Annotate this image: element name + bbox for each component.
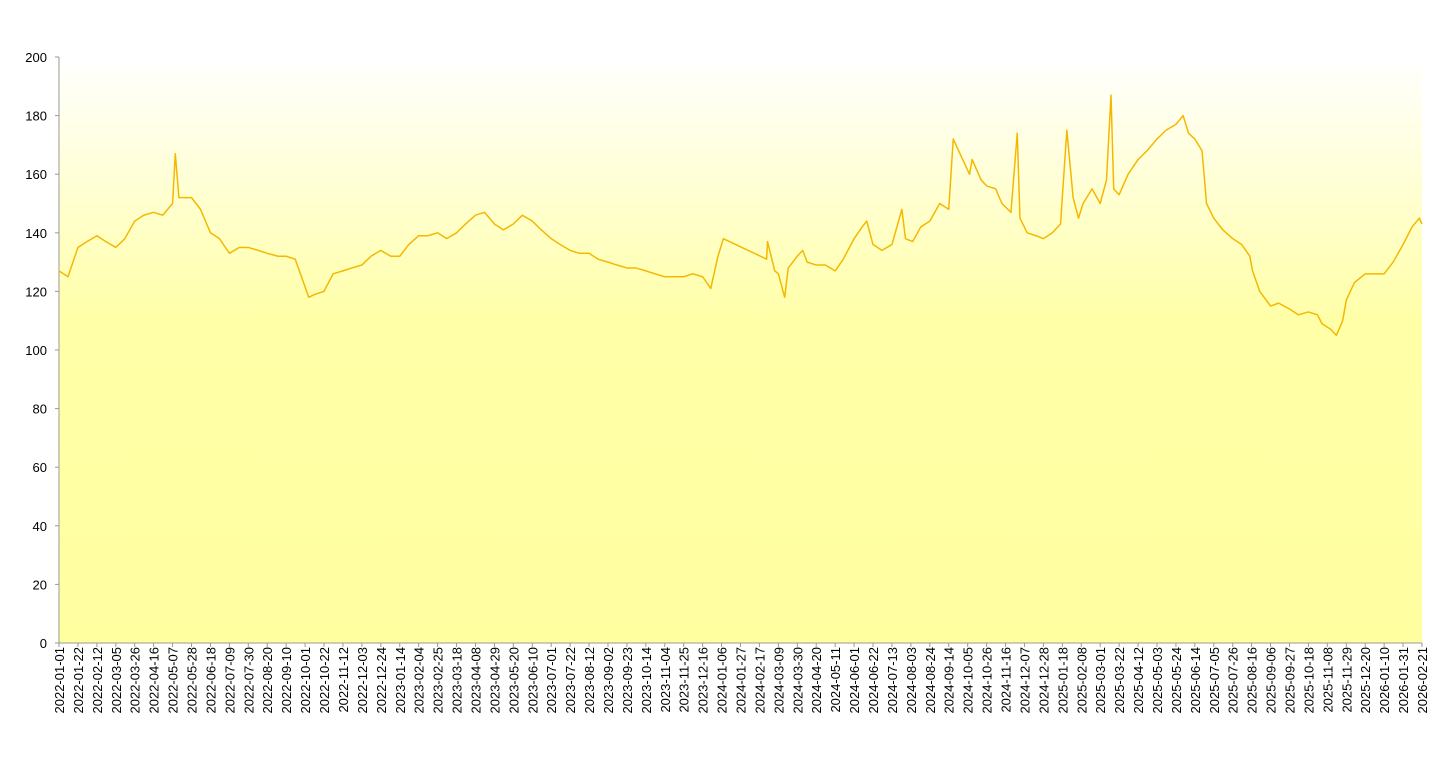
x-tick-label: 2023-04-29 [487,647,502,714]
x-tick-label: 2023-02-04 [412,647,427,714]
x-tick-label: 2022-07-30 [241,647,256,714]
x-tick-label: 2023-07-22 [563,647,578,714]
x-tick-label: 2025-07-26 [1226,647,1241,714]
y-tick-label: 40 [33,519,47,534]
x-tick-label: 2022-05-07 [166,647,181,714]
x-tick-label: 2022-01-22 [71,647,86,714]
x-tick-label: 2023-03-18 [450,647,465,714]
x-tick-label: 2026-02-21 [1415,647,1430,714]
x-tick-label: 2025-06-14 [1188,647,1203,714]
plot-area [59,57,1422,643]
x-tick-label: 2024-06-22 [866,647,881,714]
x-tick-label: 2022-07-09 [222,647,237,714]
y-tick-label: 180 [25,109,47,124]
x-tick-label: 2025-07-05 [1207,647,1222,714]
x-tick-label: 2025-05-24 [1169,647,1184,714]
y-tick-label: 200 [25,50,47,65]
x-tick-label: 2022-09-10 [279,647,294,714]
x-tick-label: 2022-12-03 [355,647,370,714]
y-tick-label: 60 [33,460,47,475]
x-tick-label: 2024-09-14 [942,647,957,714]
x-tick-label: 2022-06-18 [203,647,218,714]
x-tick-label: 2023-02-25 [431,647,446,714]
x-tick-label: 2022-02-12 [90,647,105,714]
x-tick-label: 2024-12-07 [1017,647,1032,714]
x-tick-label: 2022-11-12 [336,647,351,713]
y-tick-label: 0 [40,636,47,651]
x-tick-label: 2022-03-26 [128,647,143,714]
x-tick-label: 2025-11-29 [1339,647,1354,713]
y-tick-label: 100 [25,343,47,358]
data-line [58,94,1423,337]
x-tick-label: 2023-05-20 [506,647,521,714]
x-tick-label: 2025-11-08 [1320,647,1335,713]
x-tick-label: 2022-12-24 [374,647,389,714]
y-tick-label: 140 [25,226,47,241]
x-tick-label: 2022-01-01 [52,647,67,714]
x-tick-label: 2024-12-28 [1036,647,1051,714]
x-tick-label: 2023-01-14 [393,647,408,714]
x-tick-label: 2024-03-09 [771,647,786,714]
y-tick-label: 160 [25,167,47,182]
x-tick-label: 2025-02-08 [1074,647,1089,714]
x-tick-label: 2024-01-27 [734,647,749,714]
y-tick-label: 80 [33,402,47,417]
x-tick-label: 2024-04-20 [809,647,824,714]
x-tick-label: 2023-06-10 [525,647,540,714]
x-tick-label: 2023-04-08 [468,647,483,714]
x-tick-label: 2024-08-03 [904,647,919,714]
x-tick-label: 2023-09-02 [601,647,616,714]
x-tick-label: 2026-01-31 [1396,647,1411,714]
x-tick-label: 2023-07-01 [544,647,559,714]
x-tick-label: 2024-10-05 [961,647,976,714]
x-tick-label: 2025-09-27 [1282,647,1297,714]
x-tick-label: 2023-12-16 [696,647,711,714]
x-tick-label: 2026-01-10 [1377,647,1392,714]
x-tick-label: 2024-01-06 [715,647,730,714]
x-tick-label: 2024-03-30 [790,647,805,714]
x-tick-label: 2024-05-11 [828,647,843,713]
x-tick-label: 2023-11-04 [658,647,673,713]
x-tick-label: 2024-10-26 [980,647,995,714]
x-tick-label: 2025-12-20 [1358,647,1373,714]
x-tick-label: 2025-04-12 [1131,647,1146,714]
x-tick-label: 2022-03-05 [109,647,124,714]
x-tick-label: 2023-08-12 [582,647,597,714]
x-tick-label: 2025-05-03 [1150,647,1165,714]
x-tick-label: 2023-11-25 [677,647,692,713]
x-tick-label: 2025-10-18 [1301,647,1316,714]
x-tick-label: 2025-09-06 [1264,647,1279,714]
x-tick-label: 2022-10-22 [317,647,332,714]
x-tick-label: 2022-10-01 [298,647,313,714]
x-tick-label: 2024-08-24 [923,647,938,714]
x-tick-label: 2022-08-20 [260,647,275,714]
x-tick-label: 2025-03-22 [1112,647,1127,714]
x-tick-label: 2025-08-16 [1245,647,1260,714]
x-tick-label: 2025-03-01 [1093,647,1108,714]
x-tick-label: 2022-04-16 [147,647,162,714]
y-tick-label: 120 [25,284,47,299]
x-tick-label: 2024-02-17 [752,647,767,714]
x-tick-label: 2024-06-01 [847,647,862,714]
x-tick-label: 2025-01-18 [1055,647,1070,714]
x-tick-label: 2023-10-14 [639,647,654,714]
x-tick-label: 2022-05-28 [185,647,200,714]
x-tick-label: 2024-11-16 [999,647,1014,713]
x-tick-label: 2024-07-13 [885,647,900,714]
x-tick-label: 2023-09-23 [620,647,635,714]
y-tick-label: 20 [33,577,47,592]
